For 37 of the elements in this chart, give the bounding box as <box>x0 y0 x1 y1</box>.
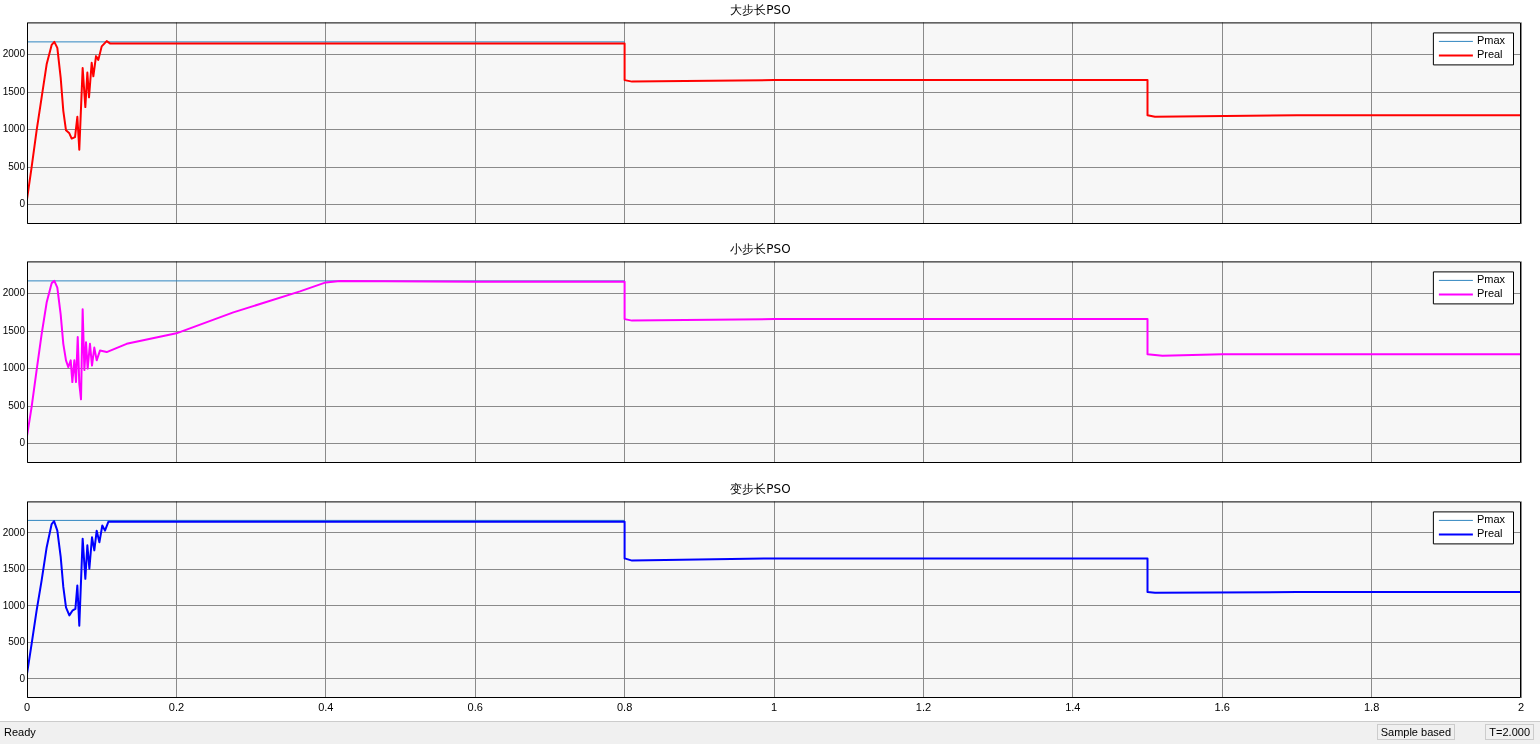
y-tick-label: 1500 <box>2 324 26 336</box>
x-tick-label: 1.2 <box>915 700 932 713</box>
y-tick-label: 0 <box>19 437 26 449</box>
legend-label: Preal <box>1476 287 1503 300</box>
y-tick-label: 1000 <box>2 123 26 135</box>
legend-label: Preal <box>1476 527 1503 540</box>
y-tick-label: 500 <box>8 160 26 172</box>
text: Sample based <box>1376 724 1455 740</box>
x-tick-label: 0.8 <box>616 700 633 713</box>
chart-title: 变步长PSO <box>730 482 791 497</box>
x-tick-label: 0.2 <box>168 700 185 713</box>
y-tick-label: 2000 <box>2 526 26 538</box>
chart-title: 大步长PSO <box>730 3 791 18</box>
y-tick-label: 1500 <box>2 85 26 97</box>
y-tick-label: 2000 <box>2 287 26 299</box>
y-tick-label: 1000 <box>2 599 26 611</box>
x-tick-label: 1.6 <box>1214 700 1230 713</box>
legend-label: Pmax <box>1476 513 1506 526</box>
legend-label: Pmax <box>1476 34 1506 47</box>
legend-label: Pmax <box>1476 273 1506 286</box>
y-tick-label: 1000 <box>2 362 26 374</box>
x-tick-label: 0.4 <box>318 700 334 713</box>
y-tick-label: 500 <box>8 636 26 648</box>
chart-title: 小步长PSO <box>730 242 791 257</box>
legend-label: Preal <box>1476 48 1503 61</box>
x-tick-label: 1.8 <box>1363 700 1380 713</box>
x-tick-label: 2 <box>1517 700 1525 713</box>
y-tick-label: 500 <box>8 399 26 411</box>
x-tick-label: 1 <box>770 700 778 713</box>
y-tick-label: 0 <box>19 672 26 684</box>
y-tick-label: 0 <box>19 198 26 210</box>
x-tick-label: 1.4 <box>1065 700 1081 713</box>
y-tick-label: 1500 <box>2 563 26 575</box>
x-tick-label: 0.6 <box>467 700 483 713</box>
text: Ready <box>4 726 36 738</box>
text: T=2.000 <box>1485 724 1534 740</box>
y-tick-label: 2000 <box>2 48 26 60</box>
